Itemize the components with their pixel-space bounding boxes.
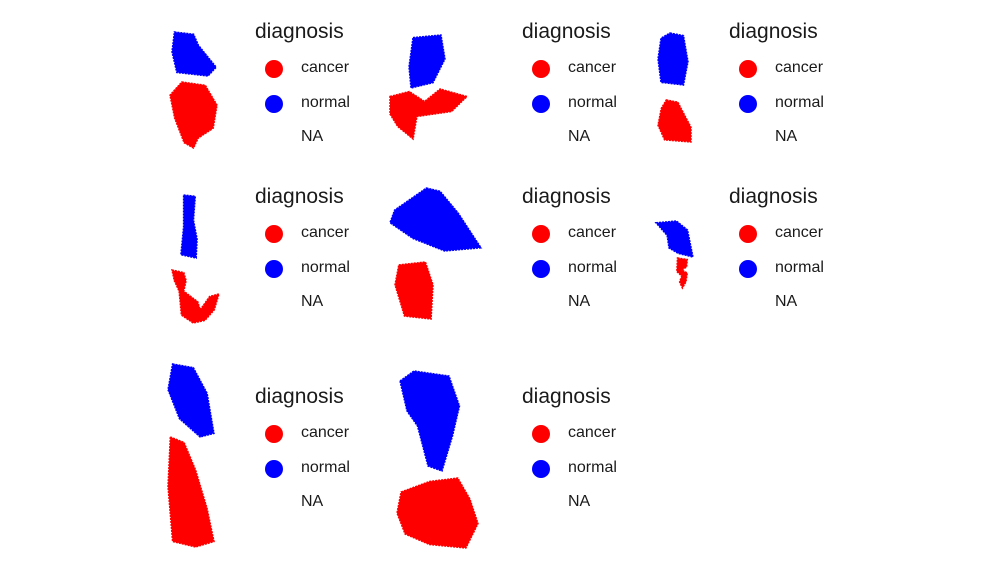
legend-label-normal: normal [301, 458, 350, 476]
legend-label-cancer: cancer [301, 59, 350, 76]
legend-label-na: NA [568, 128, 591, 145]
normal-region [408, 34, 446, 89]
legend-label-na: NA [568, 493, 591, 510]
legend-title: diagnosis [255, 185, 344, 208]
cancer-region [396, 477, 479, 549]
legend-label-cancer: cancer [775, 59, 824, 76]
legend-title: diagnosis [255, 20, 344, 43]
normal-region [180, 194, 198, 259]
legend-title: diagnosis [729, 185, 818, 208]
normal-region [657, 32, 689, 86]
legend-label-cancer: cancer [568, 424, 617, 441]
legend-key-normal [532, 94, 550, 113]
legend-key-normal [265, 94, 283, 113]
legend-key-cancer [739, 60, 757, 78]
normal-region [399, 370, 461, 472]
legend-label-na: NA [775, 293, 798, 310]
legend-label-cancer: cancer [568, 224, 617, 241]
legend-key-cancer [265, 60, 283, 78]
legend-label-na: NA [301, 293, 324, 310]
legend-key-cancer [532, 425, 550, 443]
legend-key-normal [265, 459, 283, 478]
legend-title: diagnosis [522, 20, 611, 43]
cancer-region [389, 88, 469, 141]
legend-label-cancer: cancer [301, 424, 350, 441]
normal-region [389, 187, 483, 252]
legend-label-na: NA [775, 128, 798, 145]
legend-key-normal [739, 259, 757, 278]
normal-region [167, 363, 215, 438]
cancer-region [169, 81, 218, 150]
legend-key-normal [532, 259, 550, 278]
normal-region [171, 31, 218, 77]
legend-label-na: NA [301, 128, 324, 145]
legend-key-cancer [739, 225, 757, 243]
legend-title: diagnosis [522, 185, 611, 208]
legend-title: diagnosis [522, 385, 611, 408]
legend-label-normal: normal [775, 258, 824, 276]
legend-label-normal: normal [775, 93, 824, 111]
cancer-region [657, 99, 692, 143]
legend-label-cancer: cancer [301, 224, 350, 241]
legend-key-normal [739, 94, 757, 113]
legend-label-na: NA [301, 493, 324, 510]
legend-key-cancer [532, 60, 550, 78]
cancer-region [676, 257, 689, 290]
legend-label-normal: normal [301, 93, 350, 111]
normal-region [654, 220, 694, 259]
legend-label-normal: normal [301, 258, 350, 276]
legend-label-normal: normal [568, 458, 617, 476]
cancer-region [394, 261, 434, 320]
legend-key-normal [532, 459, 550, 478]
legend-label-na: NA [568, 293, 591, 310]
legend-key-cancer [532, 225, 550, 243]
legend-label-cancer: cancer [775, 224, 824, 241]
legend-title: diagnosis [255, 385, 344, 408]
legend-key-normal [265, 259, 283, 278]
legend-title: diagnosis [729, 20, 818, 43]
legend-key-cancer [265, 425, 283, 443]
cancer-region [167, 435, 215, 548]
legend-key-cancer [265, 225, 283, 243]
legend-label-normal: normal [568, 258, 617, 276]
cancer-region [171, 269, 221, 324]
legend-label-cancer: cancer [568, 59, 617, 76]
legend-label-normal: normal [568, 93, 617, 111]
